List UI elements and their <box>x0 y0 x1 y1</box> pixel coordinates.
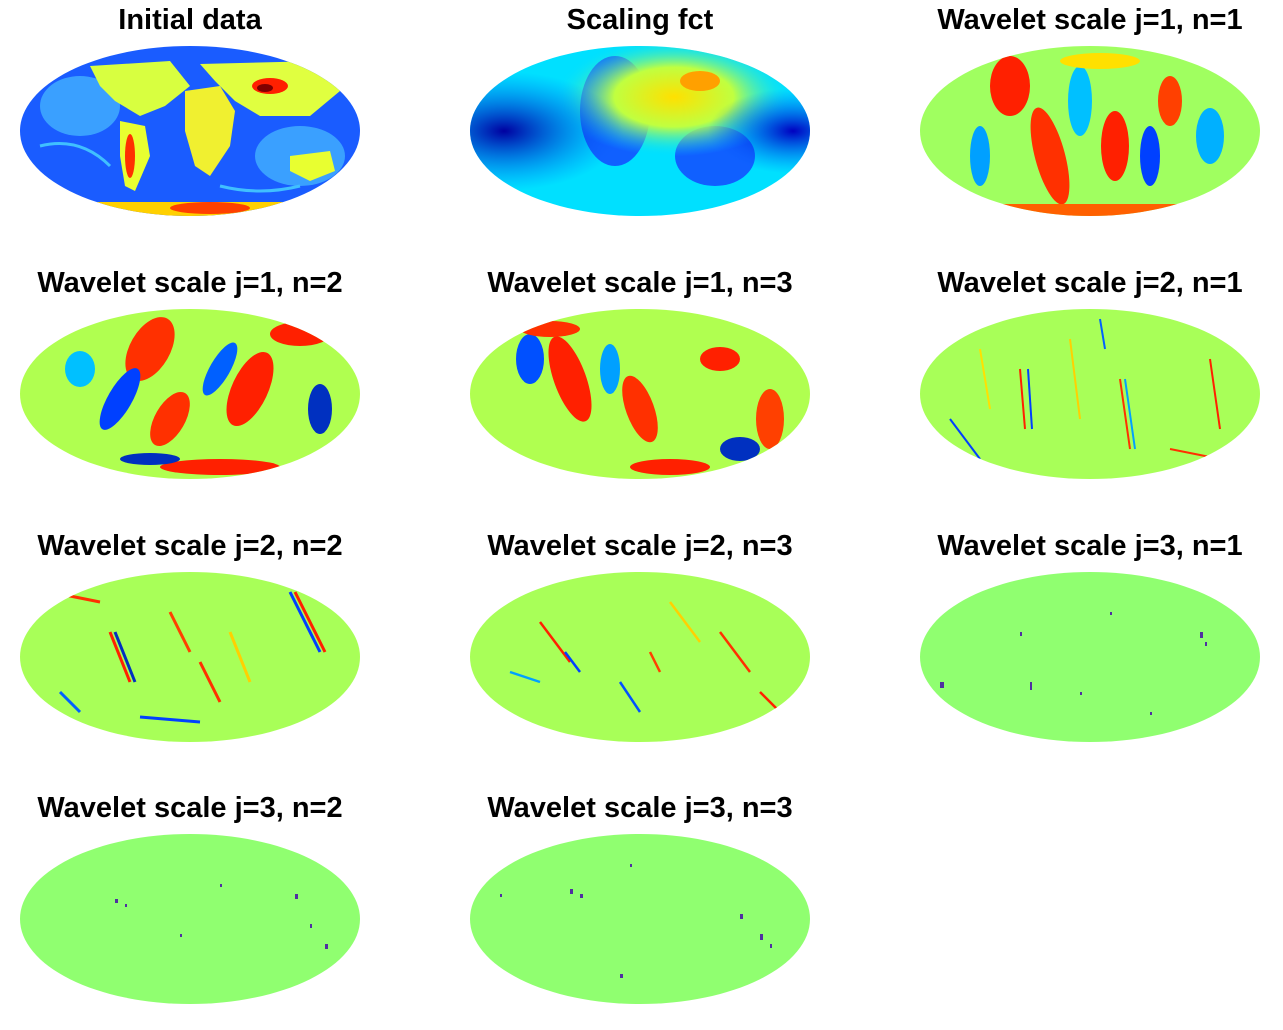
panel-title: Wavelet scale j=2, n=3 <box>487 530 793 562</box>
panel-wavelet-j1-n3: Wavelet scale j=1, n=3 <box>460 265 820 505</box>
panel-title: Wavelet scale j=3, n=2 <box>37 792 343 824</box>
mollweide-map <box>20 46 360 216</box>
mollweide-map <box>470 309 810 479</box>
panel-title: Wavelet scale j=2, n=1 <box>937 267 1243 299</box>
mollweide-map <box>920 572 1260 742</box>
mollweide-map <box>20 572 360 742</box>
panel-scaling-function: Scaling fct <box>460 2 820 242</box>
panel-title: Wavelet scale j=1, n=1 <box>937 4 1243 36</box>
mollweide-map <box>20 309 360 479</box>
mollweide-map <box>920 309 1260 479</box>
panel-title: Wavelet scale j=2, n=2 <box>37 530 343 562</box>
panel-initial-data: Initial data <box>10 2 370 242</box>
mollweide-map <box>20 834 360 1004</box>
panel-wavelet-j1-n1: Wavelet scale j=1, n=1 <box>910 2 1270 242</box>
panel-wavelet-j2-n1: Wavelet scale j=2, n=1 <box>910 265 1270 505</box>
mollweide-map <box>920 46 1260 216</box>
panel-wavelet-j3-n1: Wavelet scale j=3, n=1 <box>910 528 1270 768</box>
panel-title: Wavelet scale j=3, n=1 <box>937 530 1243 562</box>
panel-title: Scaling fct <box>566 4 714 36</box>
mollweide-map <box>470 46 810 216</box>
panel-title: Wavelet scale j=3, n=3 <box>487 792 793 824</box>
panel-wavelet-j2-n3: Wavelet scale j=2, n=3 <box>460 528 820 768</box>
panel-wavelet-j2-n2: Wavelet scale j=2, n=2 <box>10 528 370 768</box>
panel-title: Wavelet scale j=1, n=2 <box>37 267 343 299</box>
panel-wavelet-j3-n3: Wavelet scale j=3, n=3 <box>460 790 820 1030</box>
panel-wavelet-j3-n2: Wavelet scale j=3, n=2 <box>10 790 370 1030</box>
mollweide-map <box>470 572 810 742</box>
panel-title: Initial data <box>118 4 262 36</box>
mollweide-map <box>470 834 810 1004</box>
panel-title: Wavelet scale j=1, n=3 <box>487 267 793 299</box>
panel-wavelet-j1-n2: Wavelet scale j=1, n=2 <box>10 265 370 505</box>
